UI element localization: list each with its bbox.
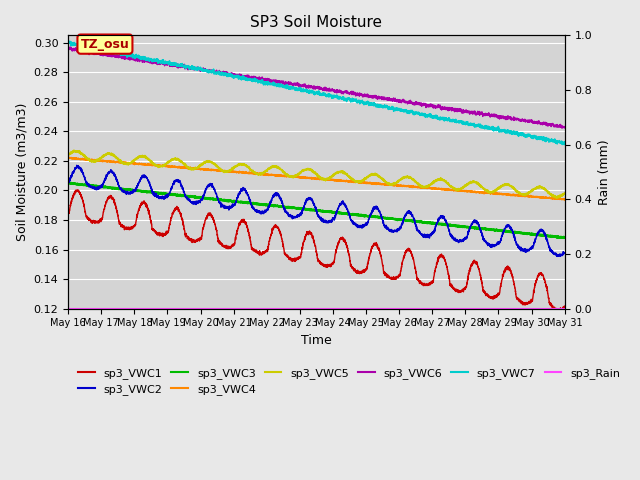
sp3_VWC4 [203, 167, 211, 173]
Text: TZ_osu: TZ_osu [81, 37, 129, 50]
sp3_VWC2 [514, 243, 522, 249]
sp3_VWC6 [171, 62, 179, 68]
sp3_VWC3 [373, 214, 381, 220]
sp3_Rain [561, 306, 568, 312]
sp3_VWC4 [561, 196, 568, 202]
sp3_VWC2 [203, 184, 211, 190]
sp3_VWC2 [365, 216, 372, 222]
sp3_VWC2 [171, 179, 179, 185]
sp3_VWC1 [561, 304, 568, 310]
sp3_VWC2 [554, 253, 561, 259]
sp3_VWC7 [561, 140, 568, 146]
sp3_VWC5 [365, 173, 372, 179]
sp3_VWC1 [203, 214, 211, 219]
sp3_VWC3 [67, 180, 75, 186]
sp3_VWC7 [365, 101, 372, 107]
sp3_VWC4 [171, 165, 179, 170]
sp3_VWC4 [373, 180, 381, 186]
sp3_VWC2 [561, 250, 568, 256]
sp3_Rain [373, 306, 381, 312]
sp3_VWC4 [561, 196, 568, 202]
Line: sp3_VWC4: sp3_VWC4 [68, 157, 564, 200]
sp3_VWC7 [561, 142, 568, 147]
sp3_VWC6 [558, 125, 566, 131]
sp3_VWC6 [514, 116, 522, 122]
sp3_VWC6 [203, 69, 211, 74]
sp3_VWC3 [171, 192, 179, 198]
sp3_VWC5 [171, 156, 179, 162]
sp3_VWC4 [66, 155, 74, 160]
Legend: sp3_VWC1, sp3_VWC2, sp3_VWC3, sp3_VWC4, sp3_VWC5, sp3_VWC6, sp3_VWC7, sp3_Rain: sp3_VWC1, sp3_VWC2, sp3_VWC3, sp3_VWC4, … [74, 363, 625, 400]
Line: sp3_VWC3: sp3_VWC3 [68, 183, 564, 238]
sp3_VWC5 [514, 189, 522, 194]
sp3_VWC3 [561, 235, 568, 240]
sp3_VWC7 [561, 139, 568, 145]
sp3_VWC7 [64, 38, 72, 44]
sp3_VWC4 [561, 197, 568, 203]
sp3_Rain [514, 306, 522, 312]
sp3_Rain [171, 306, 179, 312]
Line: sp3_VWC7: sp3_VWC7 [68, 41, 564, 144]
Y-axis label: Rain (mm): Rain (mm) [598, 139, 611, 205]
sp3_VWC7 [65, 38, 72, 44]
sp3_VWC7 [373, 104, 381, 109]
sp3_VWC2 [73, 162, 81, 168]
sp3_VWC4 [64, 156, 72, 161]
sp3_VWC4 [514, 192, 522, 198]
sp3_VWC7 [171, 62, 179, 68]
sp3_Rain [365, 306, 372, 312]
Title: SP3 Soil Moisture: SP3 Soil Moisture [250, 15, 383, 30]
sp3_VWC5 [70, 147, 78, 153]
sp3_Rain [203, 306, 211, 312]
Line: sp3_VWC5: sp3_VWC5 [68, 150, 564, 198]
sp3_VWC2 [64, 179, 72, 184]
sp3_VWC6 [64, 45, 72, 51]
sp3_Rain [561, 306, 568, 312]
sp3_VWC3 [64, 180, 72, 186]
sp3_VWC5 [203, 159, 211, 165]
sp3_VWC1 [373, 241, 381, 247]
sp3_VWC7 [203, 67, 211, 73]
sp3_VWC1 [514, 296, 522, 301]
sp3_VWC3 [203, 195, 211, 201]
sp3_VWC1 [74, 187, 82, 193]
sp3_VWC5 [64, 152, 72, 158]
Line: sp3_VWC2: sp3_VWC2 [68, 165, 564, 256]
sp3_Rain [64, 306, 72, 312]
sp3_VWC3 [559, 235, 567, 241]
sp3_VWC6 [67, 44, 74, 50]
sp3_VWC1 [365, 257, 372, 263]
Line: sp3_VWC1: sp3_VWC1 [68, 190, 564, 312]
X-axis label: Time: Time [301, 334, 332, 347]
sp3_VWC6 [365, 94, 372, 99]
sp3_VWC2 [373, 204, 381, 210]
sp3_VWC1 [171, 208, 179, 214]
sp3_VWC1 [64, 211, 72, 217]
Y-axis label: Soil Moisture (m3/m3): Soil Moisture (m3/m3) [15, 103, 28, 241]
sp3_VWC5 [373, 171, 381, 177]
sp3_VWC5 [561, 191, 568, 196]
sp3_VWC2 [561, 250, 568, 256]
sp3_VWC5 [561, 191, 568, 196]
sp3_VWC6 [561, 124, 568, 130]
sp3_VWC3 [561, 235, 568, 240]
sp3_VWC1 [561, 303, 568, 309]
Line: sp3_VWC6: sp3_VWC6 [68, 47, 564, 128]
sp3_VWC3 [365, 213, 372, 219]
sp3_VWC3 [514, 230, 522, 236]
sp3_VWC7 [514, 129, 522, 135]
sp3_VWC6 [561, 125, 568, 131]
sp3_VWC5 [553, 195, 561, 201]
sp3_VWC1 [554, 309, 562, 315]
sp3_VWC6 [373, 96, 381, 101]
sp3_VWC4 [365, 180, 372, 186]
